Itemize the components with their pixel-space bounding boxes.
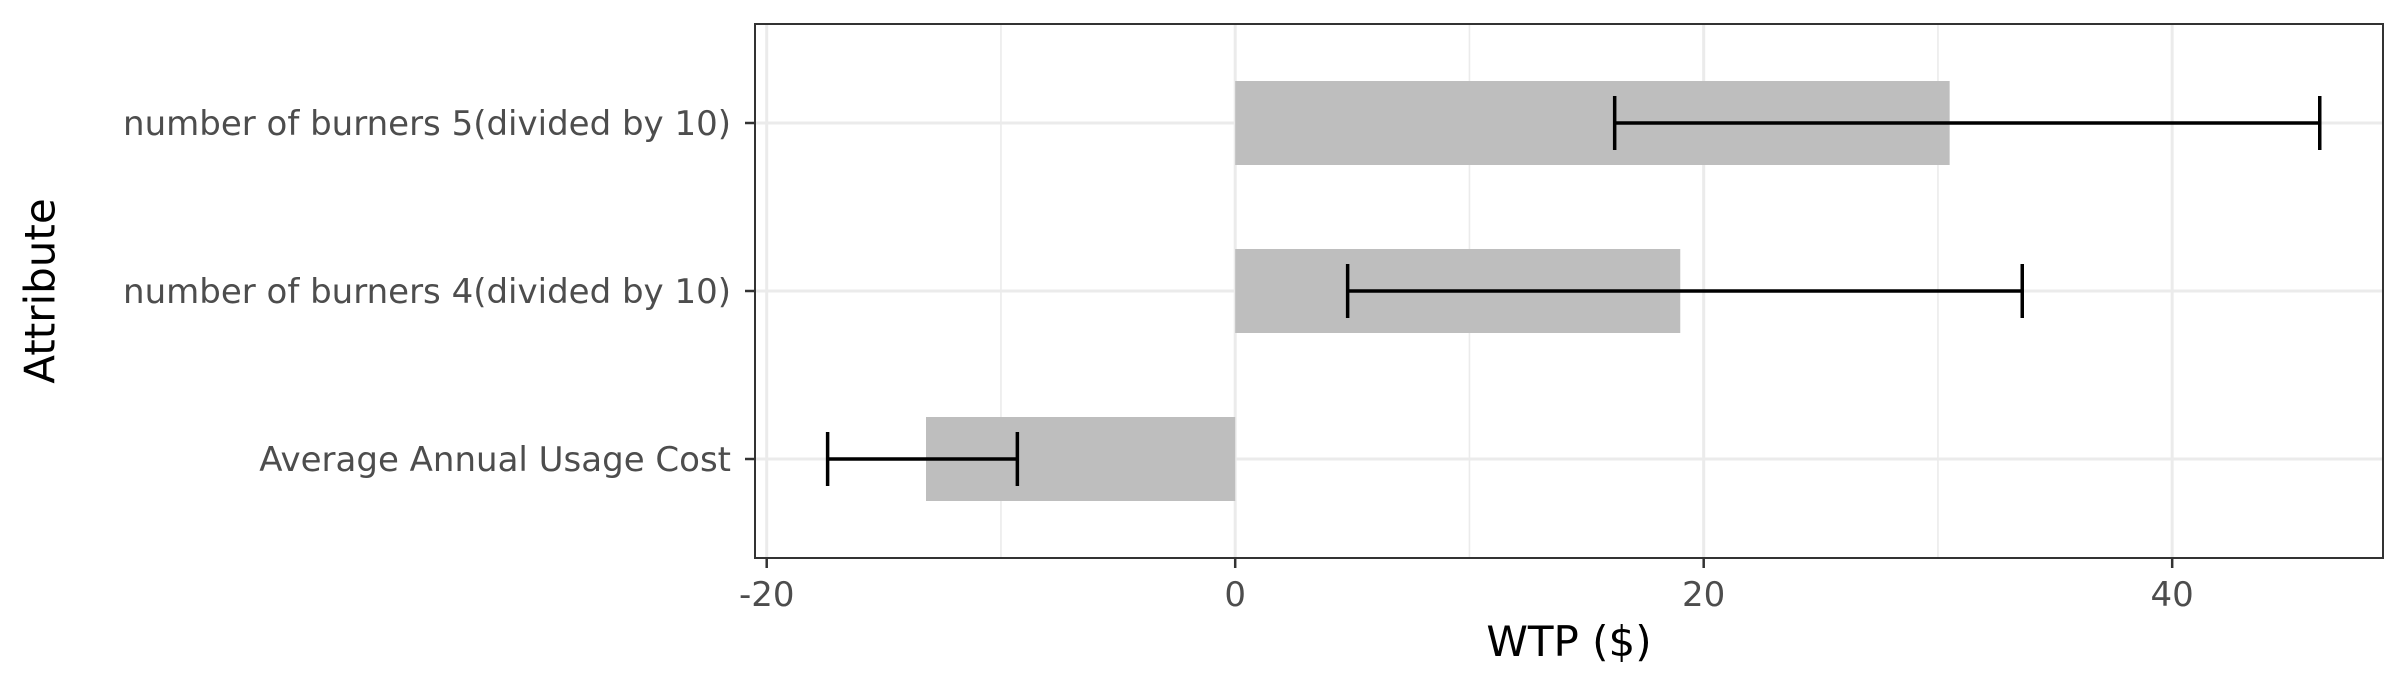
y-tick-label: number of burners 4(divided by 10) <box>123 272 731 312</box>
error-bars <box>825 96 2322 486</box>
error-bar <box>1345 264 2025 318</box>
y-axis-title: Attribute <box>16 198 65 383</box>
x-tick-label: 40 <box>2151 575 2194 615</box>
x-tick-label: 20 <box>1682 575 1725 615</box>
error-bar <box>825 432 1020 486</box>
x-tick-label: -20 <box>739 575 795 615</box>
y-tick-label: Average Annual Usage Cost <box>259 440 731 480</box>
error-bar <box>1612 96 2322 150</box>
x-tick-label: 0 <box>1224 575 1246 615</box>
y-tick-label: number of burners 5(divided by 10) <box>123 104 731 144</box>
axes: -20 0 20 40 number of burners 5(divided by 1… <box>123 104 2194 615</box>
x-axis-title: WTP ($) <box>1486 617 1651 666</box>
